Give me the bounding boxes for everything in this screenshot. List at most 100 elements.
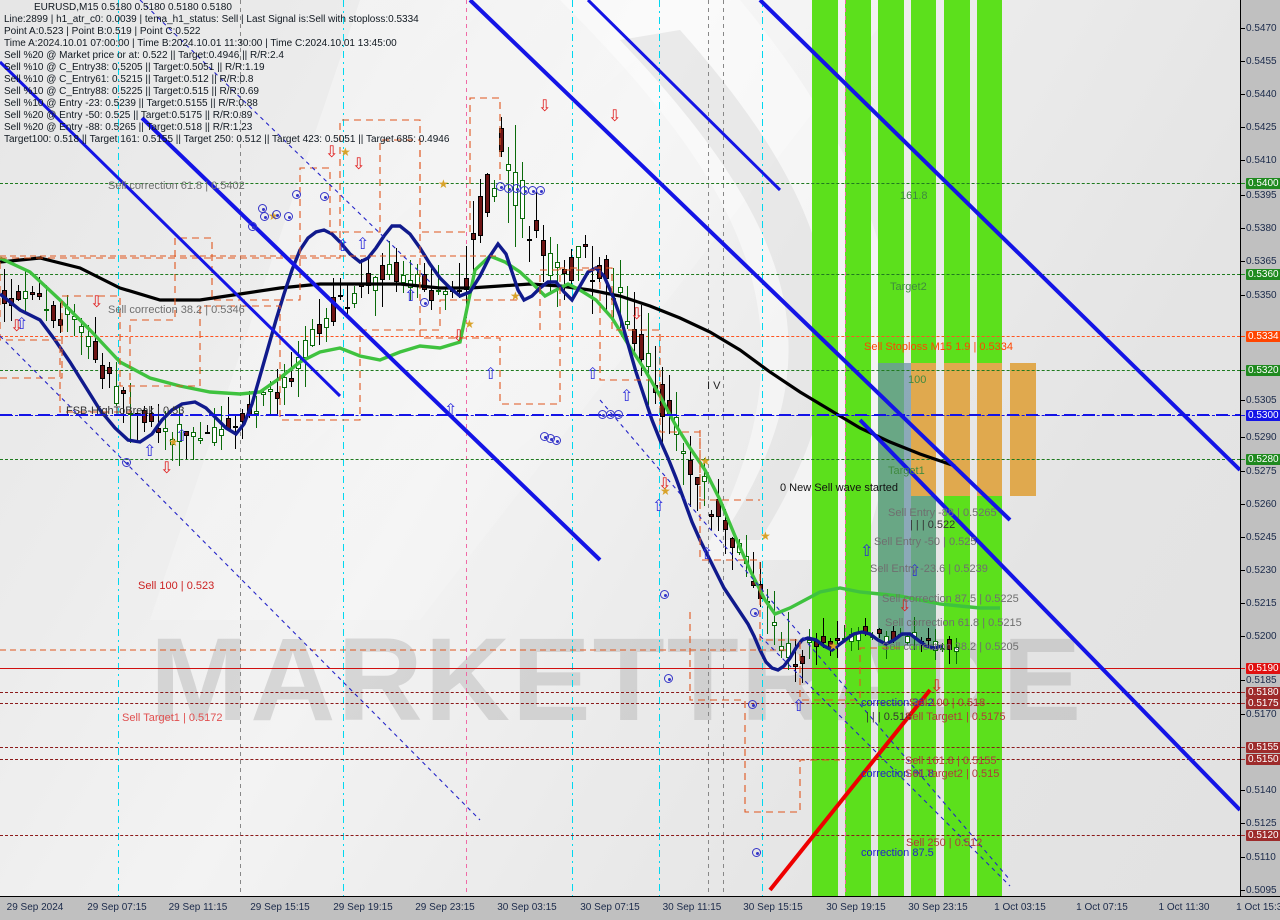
buy-arrow-up-icon[interactable]: ⇧ (652, 498, 666, 515)
candle[interactable] (499, 0, 504, 896)
sell-arrow-down-icon[interactable]: ⇩ (608, 108, 622, 125)
candle[interactable] (513, 0, 518, 896)
candle[interactable] (450, 0, 455, 896)
candle[interactable] (555, 0, 560, 896)
signal-dot-icon[interactable] (750, 608, 759, 617)
sell-arrow-down-icon[interactable]: ⇩ (160, 460, 174, 477)
pivot-star-icon[interactable]: ★ (340, 145, 351, 159)
candle[interactable] (464, 0, 469, 896)
pivot-star-icon[interactable]: ★ (660, 484, 671, 498)
candle[interactable] (667, 0, 672, 896)
sell-arrow-down-icon[interactable]: ⇩ (325, 144, 339, 161)
candle[interactable] (562, 0, 567, 896)
pivot-star-icon[interactable]: ★ (510, 289, 521, 303)
buy-arrow-up-icon[interactable]: ⇧ (792, 698, 806, 715)
price-axis[interactable]: 0.5470 0.5455 0.5440 0.5425 0.5410 0.5400 0.53… (1240, 0, 1280, 896)
candle[interactable] (674, 0, 679, 896)
candle[interactable] (590, 0, 595, 896)
candle[interactable] (898, 0, 903, 896)
candle[interactable] (730, 0, 735, 896)
sell-arrow-down-icon[interactable]: ⇩ (452, 328, 466, 345)
pivot-star-icon[interactable]: ★ (828, 639, 839, 653)
candle[interactable] (800, 0, 805, 896)
signal-dot-icon[interactable] (536, 186, 545, 195)
signal-dot-icon[interactable] (420, 298, 429, 307)
candle[interactable] (520, 0, 525, 896)
candle[interactable] (807, 0, 812, 896)
candle[interactable] (534, 0, 539, 896)
candle[interactable] (751, 0, 756, 896)
pivot-star-icon[interactable]: ★ (700, 454, 711, 468)
candle[interactable] (576, 0, 581, 896)
candle[interactable] (506, 0, 511, 896)
candle[interactable] (849, 0, 854, 896)
candle[interactable] (793, 0, 798, 896)
buy-arrow-up-icon[interactable]: ⇧ (143, 443, 157, 460)
pivot-star-icon[interactable]: ★ (438, 177, 449, 191)
candle[interactable] (870, 0, 875, 896)
candle[interactable] (702, 0, 707, 896)
candle[interactable] (877, 0, 882, 896)
candle[interactable] (856, 0, 861, 896)
candle[interactable] (597, 0, 602, 896)
buy-arrow-up-icon[interactable]: ⇧ (484, 366, 498, 383)
candle[interactable] (884, 0, 889, 896)
candle[interactable] (814, 0, 819, 896)
sell-arrow-down-icon[interactable]: ⇩ (352, 156, 366, 173)
candle[interactable] (688, 0, 693, 896)
signal-dot-icon[interactable] (258, 204, 267, 213)
signal-dot-icon[interactable] (664, 674, 673, 683)
candle[interactable] (478, 0, 483, 896)
chart-plot-area[interactable]: MARKETTRADE (0, 0, 1240, 896)
sell-arrow-down-icon[interactable]: ⇩ (630, 306, 644, 323)
candle[interactable] (604, 0, 609, 896)
sell-arrow-down-icon[interactable]: ⇩ (10, 318, 24, 335)
candle[interactable] (709, 0, 714, 896)
candle[interactable] (457, 0, 462, 896)
signal-dot-icon[interactable] (260, 212, 269, 221)
candle[interactable] (758, 0, 763, 896)
candle[interactable] (681, 0, 686, 896)
candle[interactable] (891, 0, 896, 896)
buy-arrow-up-icon[interactable]: ⇧ (336, 238, 350, 255)
candle[interactable] (639, 0, 644, 896)
candle[interactable] (611, 0, 616, 896)
candle[interactable] (583, 0, 588, 896)
candle[interactable] (695, 0, 700, 896)
time-axis[interactable]: 29 Sep 2024 29 Sep 07:15 29 Sep 11:15 29 Se… (0, 896, 1280, 920)
pivot-star-icon[interactable]: ★ (464, 317, 475, 331)
candle[interactable] (569, 0, 574, 896)
candle[interactable] (821, 0, 826, 896)
candle[interactable] (779, 0, 784, 896)
candle[interactable] (471, 0, 476, 896)
candle[interactable] (835, 0, 840, 896)
signal-dot-icon[interactable] (660, 590, 669, 599)
candle[interactable] (625, 0, 630, 896)
sell-arrow-down-icon[interactable]: ⇩ (538, 98, 552, 115)
candle[interactable] (527, 0, 532, 896)
buy-arrow-up-icon[interactable]: ⇧ (356, 236, 370, 253)
candle[interactable] (723, 0, 728, 896)
signal-dot-icon[interactable] (552, 436, 561, 445)
sell-arrow-down-icon[interactable]: ⇩ (90, 294, 104, 311)
candle[interactable] (485, 0, 490, 896)
candle[interactable] (744, 0, 749, 896)
buy-arrow-up-icon[interactable]: ⇧ (444, 402, 458, 419)
signal-dot-icon[interactable] (122, 458, 131, 467)
signal-dot-icon[interactable] (752, 848, 761, 857)
signal-dot-icon[interactable] (320, 192, 329, 201)
candle[interactable] (541, 0, 546, 896)
candle[interactable] (653, 0, 658, 896)
candle[interactable] (492, 0, 497, 896)
signal-dot-icon[interactable] (284, 212, 293, 221)
signal-dot-icon[interactable] (248, 222, 257, 231)
candle[interactable] (828, 0, 833, 896)
signal-dot-icon[interactable] (272, 210, 281, 219)
candle[interactable] (660, 0, 665, 896)
candle[interactable] (716, 0, 721, 896)
candle[interactable] (618, 0, 623, 896)
sell-arrow-down-icon[interactable]: ⇩ (930, 678, 944, 695)
candle[interactable] (765, 0, 770, 896)
signal-dot-icon[interactable] (614, 410, 623, 419)
signal-dot-icon[interactable] (292, 190, 301, 199)
